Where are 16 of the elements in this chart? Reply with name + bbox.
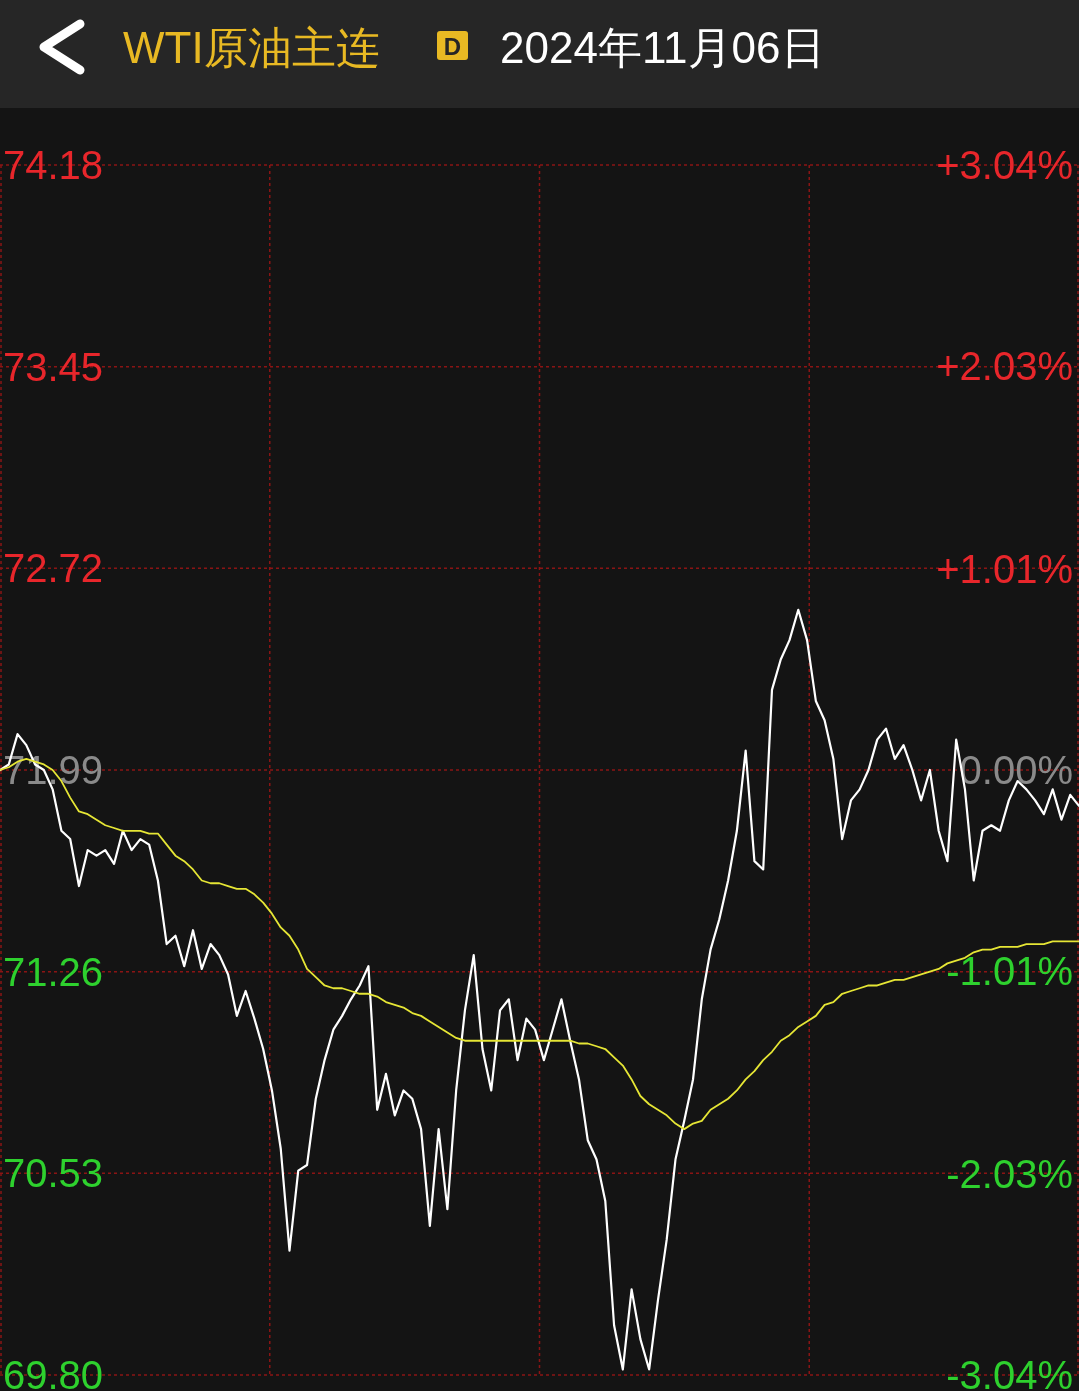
y-tick-label: 72.72 [3, 546, 104, 591]
y2-tick-label: -3.04% [946, 1353, 1073, 1391]
y2-tick-label: +1.01% [936, 547, 1073, 591]
badge: D [437, 31, 468, 60]
y-tick-label: 71.26 [3, 949, 104, 994]
y-tick-label: 70.53 [3, 1151, 104, 1196]
y-tick-label: 73.45 [3, 344, 104, 389]
y2-tick-label: +3.04% [936, 143, 1073, 187]
y2-tick-label: +2.03% [936, 344, 1073, 388]
y2-tick-label: -2.03% [946, 1152, 1073, 1196]
y-tick-label: 74.18 [3, 143, 104, 187]
line-series [0, 758, 1079, 1131]
y2-tick-label: -1.01% [946, 949, 1073, 993]
chart-subtitle: 2024年11月06日 [500, 23, 825, 72]
y-tick-label: 69.80 [3, 1353, 104, 1391]
chart-title: WTI原油主连 [123, 23, 380, 72]
